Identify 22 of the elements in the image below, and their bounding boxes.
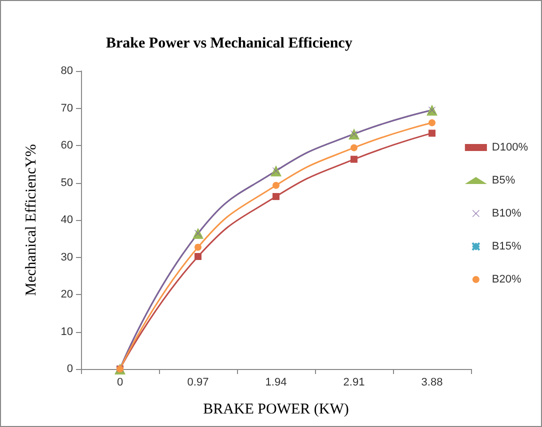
x-tick-label: 2.91 xyxy=(343,376,365,388)
x-tick-label: 1.94 xyxy=(265,376,287,388)
y-tick-label: 10 xyxy=(60,326,73,338)
legend-label: B10% xyxy=(492,208,522,220)
y-tick-label: 20 xyxy=(60,288,73,300)
chart-title: Brake Power vs Mechanical Efficiency xyxy=(106,36,353,52)
y-tick-label: 40 xyxy=(60,214,73,226)
y-tick-label: 80 xyxy=(60,65,73,77)
y-tick-label: 30 xyxy=(60,251,73,264)
y-tick-label: 70 xyxy=(60,102,73,114)
legend-label: B20% xyxy=(492,274,522,286)
y-tick-label: 50 xyxy=(60,176,73,189)
y-tick-label: 60 xyxy=(60,140,73,152)
y-tick-label: 0 xyxy=(66,363,73,375)
x-tick-label: 0 xyxy=(116,376,124,388)
x-axis-title: BRAKE POWER (KW) xyxy=(203,402,349,418)
legend-label: B5% xyxy=(492,174,516,186)
y-axis-title: Mechanical EfficiencY% xyxy=(24,144,40,296)
x-tick-label: 0.97 xyxy=(187,376,209,388)
legend-label: D100% xyxy=(492,142,528,154)
x-tick-label: 3.88 xyxy=(421,376,443,388)
legend-label: B15% xyxy=(492,240,522,252)
